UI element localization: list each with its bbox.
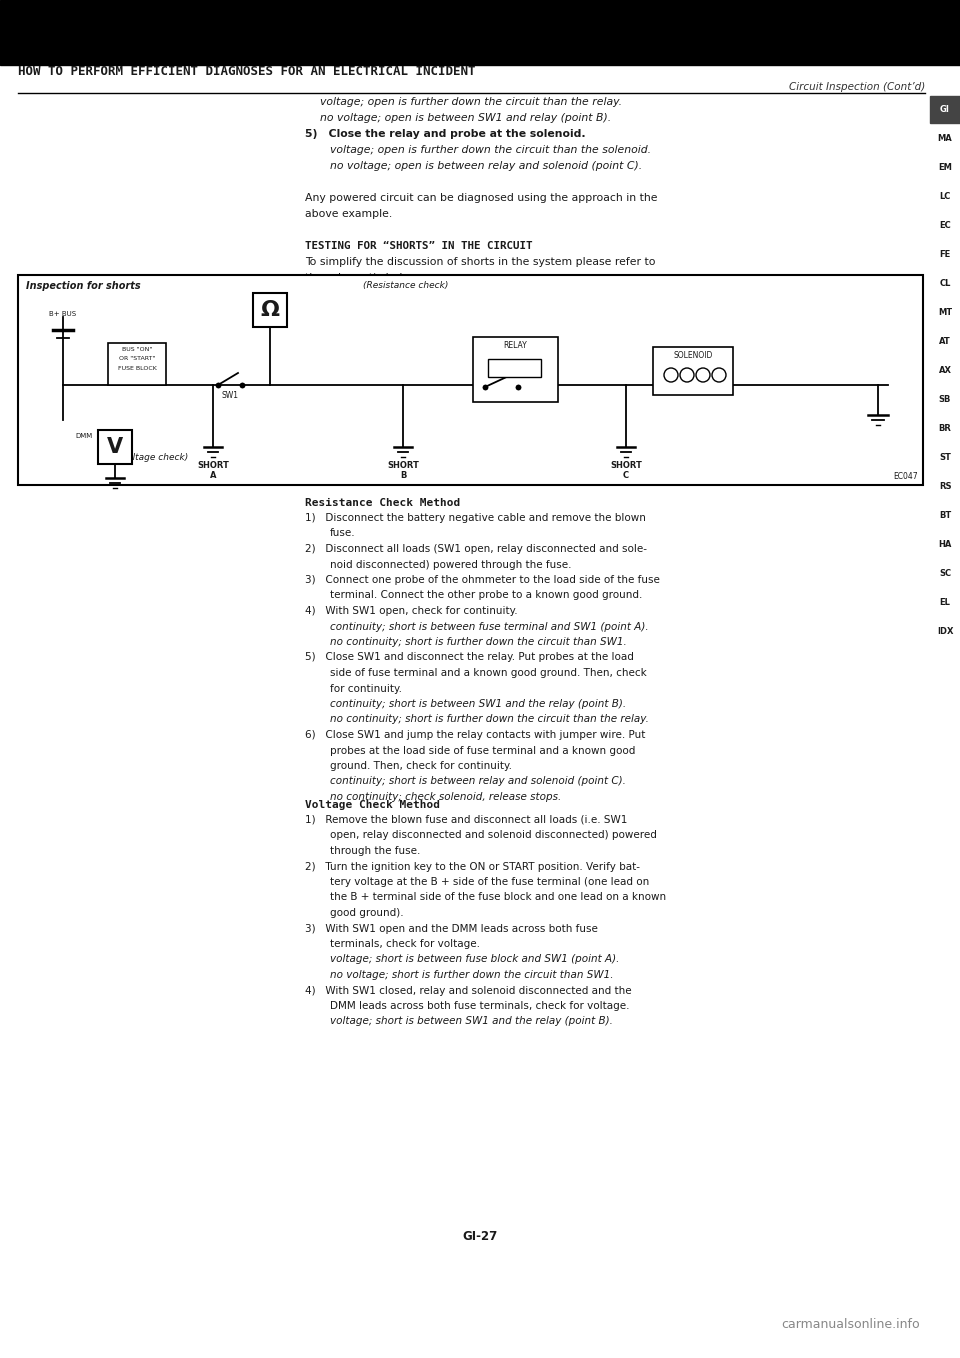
Text: OR "START": OR "START" — [119, 356, 156, 361]
Text: continuity; short is between SW1 and the relay (point B).: continuity; short is between SW1 and the… — [330, 699, 626, 709]
Text: no continuity; short is further down the circuit than the relay.: no continuity; short is further down the… — [330, 714, 649, 725]
Text: the schematic below.: the schematic below. — [305, 273, 420, 282]
Text: Voltage Check Method: Voltage Check Method — [305, 800, 440, 809]
Text: no continuity; check solenoid, release stops.: no continuity; check solenoid, release s… — [330, 792, 562, 803]
Text: Any powered circuit can be diagnosed using the approach in the: Any powered circuit can be diagnosed usi… — [305, 193, 658, 202]
Text: voltage; open is further down the circuit than the solenoid.: voltage; open is further down the circui… — [330, 145, 651, 155]
Text: 2)   Turn the ignition key to the ON or START position. Verify bat-: 2) Turn the ignition key to the ON or ST… — [305, 861, 640, 872]
Text: open, relay disconnected and solenoid disconnected) powered: open, relay disconnected and solenoid di… — [330, 831, 657, 841]
Text: DMM leads across both fuse terminals, check for voltage.: DMM leads across both fuse terminals, ch… — [330, 1001, 630, 1010]
Text: 5)   Close SW1 and disconnect the relay. Put probes at the load: 5) Close SW1 and disconnect the relay. P… — [305, 652, 634, 663]
Text: 6)   Close SW1 and jump the relay contacts with jumper wire. Put: 6) Close SW1 and jump the relay contacts… — [305, 731, 645, 740]
Text: side of fuse terminal and a known good ground. Then, check: side of fuse terminal and a known good g… — [330, 668, 647, 678]
Text: V: V — [107, 437, 123, 458]
Text: Resistance Check Method: Resistance Check Method — [305, 498, 460, 508]
Text: BR: BR — [939, 424, 951, 433]
Text: To simplify the discussion of shorts in the system please refer to: To simplify the discussion of shorts in … — [305, 257, 656, 268]
Text: the B + terminal side of the fuse block and one lead on a known: the B + terminal side of the fuse block … — [330, 892, 666, 903]
Text: continuity; short is between relay and solenoid (point C).: continuity; short is between relay and s… — [330, 777, 626, 786]
Text: voltage; short is between SW1 and the relay (point B).: voltage; short is between SW1 and the re… — [330, 1017, 612, 1027]
Text: DMM: DMM — [76, 433, 93, 439]
Text: BT: BT — [939, 511, 951, 520]
Text: no voltage; open is between relay and solenoid (point C).: no voltage; open is between relay and so… — [330, 162, 642, 171]
Text: continuity; short is between fuse terminal and SW1 (point A).: continuity; short is between fuse termin… — [330, 622, 649, 631]
Text: ground. Then, check for continuity.: ground. Then, check for continuity. — [330, 760, 512, 771]
Text: no voltage; short is further down the circuit than SW1.: no voltage; short is further down the ci… — [330, 970, 613, 980]
Text: RS: RS — [939, 482, 951, 492]
Text: Circuit Inspection (Cont’d): Circuit Inspection (Cont’d) — [789, 81, 925, 92]
Text: good ground).: good ground). — [330, 909, 403, 918]
Text: SOLENOID: SOLENOID — [673, 350, 712, 360]
Text: GI-27: GI-27 — [463, 1230, 497, 1243]
Text: carmanualsonline.info: carmanualsonline.info — [781, 1319, 920, 1331]
Text: SW1: SW1 — [222, 391, 238, 401]
Text: GI: GI — [940, 105, 950, 114]
Bar — [488, 359, 541, 378]
Text: SC: SC — [939, 569, 951, 579]
Text: no voltage; open is between SW1 and relay (point B).: no voltage; open is between SW1 and rela… — [320, 113, 612, 124]
Text: TESTING FOR “SHORTS” IN THE CIRCUIT: TESTING FOR “SHORTS” IN THE CIRCUIT — [305, 240, 533, 251]
Text: 1)   Disconnect the battery negative cable and remove the blown: 1) Disconnect the battery negative cable… — [305, 513, 646, 523]
Text: HA: HA — [938, 540, 951, 549]
Text: SHORT
A: SHORT A — [197, 460, 228, 481]
Bar — [0, 0, 960, 65]
Bar — [930, 96, 960, 124]
Text: SHORT
B: SHORT B — [387, 460, 419, 481]
Text: no continuity; short is further down the circuit than SW1.: no continuity; short is further down the… — [330, 637, 627, 646]
Text: HOW TO PERFORM EFFICIENT DIAGNOSES FOR AN ELECTRICAL INCIDENT: HOW TO PERFORM EFFICIENT DIAGNOSES FOR A… — [18, 65, 475, 77]
Text: EL: EL — [940, 598, 950, 607]
Text: RELAY: RELAY — [504, 341, 527, 350]
Text: (Voltage check): (Voltage check) — [118, 454, 188, 462]
Bar — [473, 337, 558, 402]
Text: FUSE BLOCK: FUSE BLOCK — [117, 367, 156, 371]
Text: 2)   Disconnect all loads (SW1 open, relay disconnected and sole-: 2) Disconnect all loads (SW1 open, relay… — [305, 545, 647, 554]
Text: 1)   Remove the blown fuse and disconnect all loads (i.e. SW1: 1) Remove the blown fuse and disconnect … — [305, 815, 628, 826]
Bar — [98, 430, 132, 464]
Text: voltage; open is further down the circuit than the relay.: voltage; open is further down the circui… — [320, 96, 622, 107]
Text: AT: AT — [939, 337, 950, 346]
Text: above example.: above example. — [305, 209, 393, 219]
Text: Ω: Ω — [260, 300, 279, 320]
Text: 3)   Connect one probe of the ohmmeter to the load side of the fuse: 3) Connect one probe of the ohmmeter to … — [305, 574, 660, 585]
Text: Inspection for shorts: Inspection for shorts — [26, 281, 140, 291]
Text: noid disconnected) powered through the fuse.: noid disconnected) powered through the f… — [330, 559, 571, 569]
Text: IDX: IDX — [937, 627, 953, 636]
Text: 3)   With SW1 open and the DMM leads across both fuse: 3) With SW1 open and the DMM leads acros… — [305, 923, 598, 933]
Text: (Resistance check): (Resistance check) — [363, 281, 448, 291]
Text: fuse.: fuse. — [330, 528, 355, 539]
Bar — [108, 344, 166, 386]
Text: MT: MT — [938, 308, 952, 316]
Text: through the fuse.: through the fuse. — [330, 846, 420, 856]
Circle shape — [664, 368, 678, 382]
Text: LC: LC — [939, 191, 950, 201]
Text: 4)   With SW1 open, check for continuity.: 4) With SW1 open, check for continuity. — [305, 606, 517, 617]
Text: EC: EC — [939, 221, 950, 230]
Text: terminal. Connect the other probe to a known good ground.: terminal. Connect the other probe to a k… — [330, 591, 642, 600]
Text: CL: CL — [939, 278, 950, 288]
Text: SHORT
C: SHORT C — [610, 460, 642, 481]
Text: EM: EM — [938, 163, 952, 172]
Text: BUS "ON": BUS "ON" — [122, 348, 153, 352]
Bar — [253, 293, 287, 327]
Text: FE: FE — [940, 250, 950, 259]
Circle shape — [712, 368, 726, 382]
Circle shape — [680, 368, 694, 382]
Text: AX: AX — [939, 367, 951, 375]
Text: B+ BUS: B+ BUS — [49, 311, 77, 316]
Text: MA: MA — [938, 134, 952, 143]
Bar — [18, 276, 923, 485]
Text: probes at the load side of fuse terminal and a known good: probes at the load side of fuse terminal… — [330, 746, 636, 755]
Circle shape — [696, 368, 710, 382]
Text: ST: ST — [939, 454, 951, 462]
Text: terminals, check for voltage.: terminals, check for voltage. — [330, 938, 480, 949]
Text: 4)   With SW1 closed, relay and solenoid disconnected and the: 4) With SW1 closed, relay and solenoid d… — [305, 986, 632, 995]
Text: EC047: EC047 — [894, 473, 918, 481]
Text: voltage; short is between fuse block and SW1 (point A).: voltage; short is between fuse block and… — [330, 955, 619, 964]
Text: tery voltage at the B + side of the fuse terminal (one lead on: tery voltage at the B + side of the fuse… — [330, 877, 649, 887]
Bar — [653, 348, 733, 395]
Text: 5)   Close the relay and probe at the solenoid.: 5) Close the relay and probe at the sole… — [305, 129, 586, 139]
Text: for continuity.: for continuity. — [330, 683, 402, 694]
Text: SB: SB — [939, 395, 951, 403]
